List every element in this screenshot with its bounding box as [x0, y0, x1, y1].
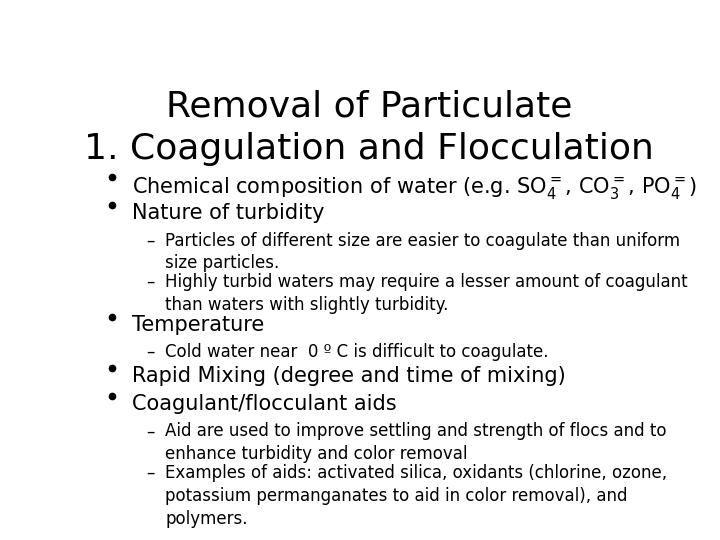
Text: Examples of aids: activated silica, oxidants (chlorine, ozone,
potassium permang: Examples of aids: activated silica, oxid…	[166, 464, 667, 528]
Text: Highly turbid waters may require a lesser amount of coagulant
than waters with s: Highly turbid waters may require a lesse…	[166, 273, 688, 314]
Text: –: –	[145, 343, 154, 361]
Text: Nature of turbidity: Nature of turbidity	[132, 203, 324, 223]
Text: Particles of different size are easier to coagulate than uniform
size particles.: Particles of different size are easier t…	[166, 232, 680, 273]
Text: –: –	[145, 273, 154, 291]
Text: –: –	[145, 232, 154, 249]
Text: Cold water near  0 º C is difficult to coagulate.: Cold water near 0 º C is difficult to co…	[166, 343, 549, 361]
Text: Coagulant/flocculant aids: Coagulant/flocculant aids	[132, 394, 397, 414]
Text: –: –	[145, 422, 154, 441]
Text: Temperature: Temperature	[132, 315, 264, 335]
Text: Chemical composition of water (e.g. $\mathregular{SO_4^{=}}$, $\mathregular{CO_3: Chemical composition of water (e.g. $\ma…	[132, 175, 697, 201]
Text: Rapid Mixing (degree and time of mixing): Rapid Mixing (degree and time of mixing)	[132, 366, 566, 386]
Text: Aid are used to improve settling and strength of flocs and to
enhance turbidity : Aid are used to improve settling and str…	[166, 422, 667, 463]
Text: Removal of Particulate
1. Coagulation and Flocculation: Removal of Particulate 1. Coagulation an…	[84, 90, 654, 166]
Text: –: –	[145, 464, 154, 482]
